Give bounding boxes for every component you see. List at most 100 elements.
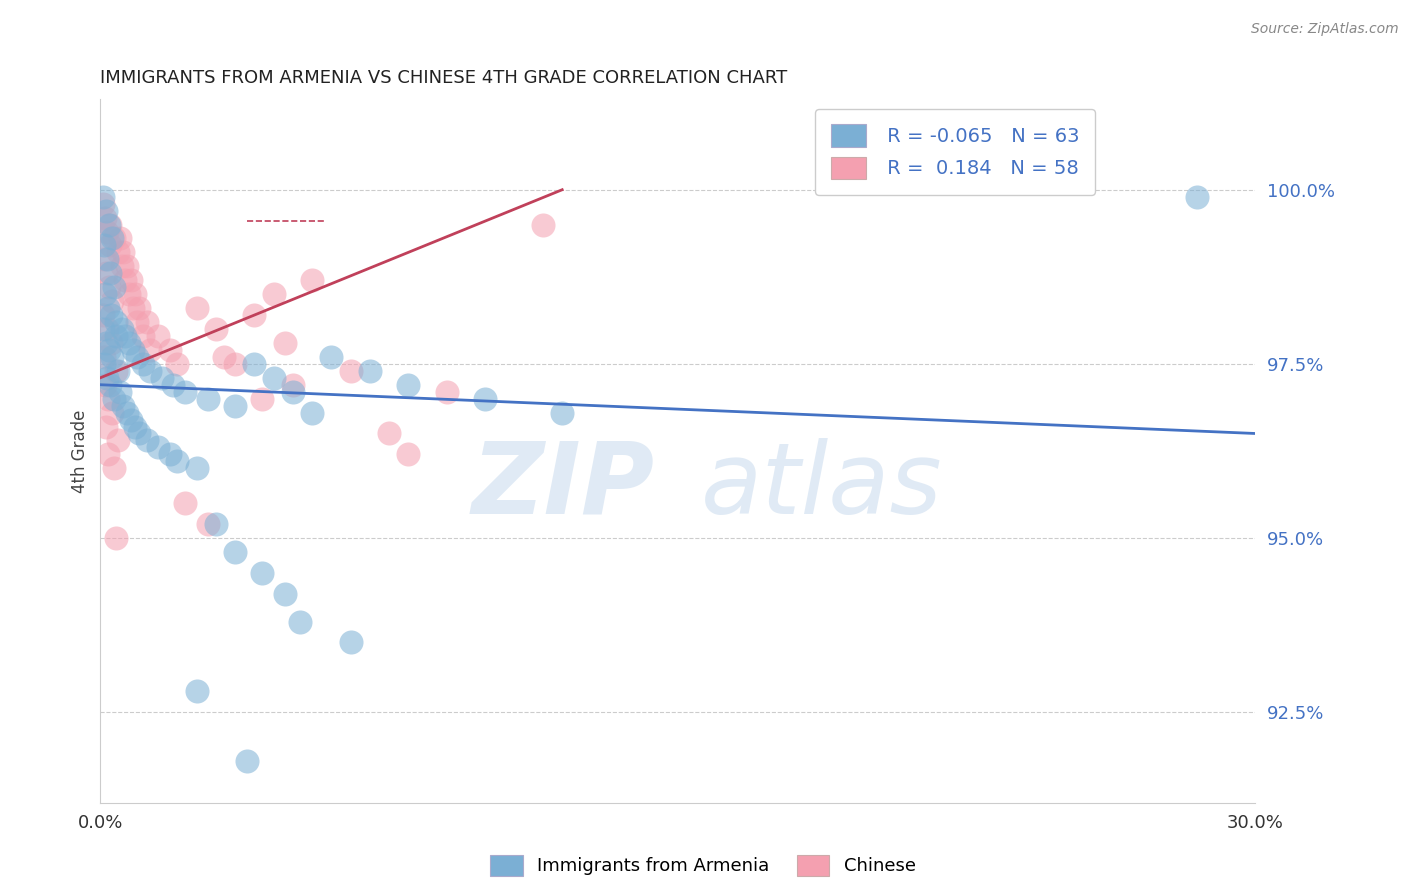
Point — [186, 461, 208, 475]
Point — [128, 301, 150, 315]
Point — [124, 287, 146, 301]
Point — [101, 294, 124, 309]
Point — [103, 392, 125, 406]
Point — [120, 273, 142, 287]
Point — [197, 392, 219, 406]
Point — [124, 419, 146, 434]
Point — [96, 322, 118, 336]
Point — [93, 308, 115, 322]
Point — [263, 371, 285, 385]
Point — [263, 287, 285, 301]
Point — [159, 447, 181, 461]
Point — [197, 516, 219, 531]
Point — [110, 322, 132, 336]
Point — [93, 350, 115, 364]
Point — [112, 399, 135, 413]
Point — [235, 754, 257, 768]
Point — [94, 211, 117, 225]
Point — [166, 454, 188, 468]
Point — [96, 371, 118, 385]
Legend: Immigrants from Armenia, Chinese: Immigrants from Armenia, Chinese — [484, 847, 922, 883]
Point — [301, 273, 323, 287]
Point — [146, 441, 169, 455]
Point — [94, 335, 117, 350]
Point — [436, 384, 458, 399]
Point — [97, 447, 120, 461]
Point — [1187, 190, 1209, 204]
Point — [301, 406, 323, 420]
Point — [204, 516, 226, 531]
Point — [101, 231, 124, 245]
Point — [93, 252, 115, 267]
Point — [108, 231, 131, 245]
Point — [98, 377, 121, 392]
Point — [118, 335, 141, 350]
Point — [186, 684, 208, 698]
Point — [122, 301, 145, 315]
Point — [101, 350, 124, 364]
Point — [174, 496, 197, 510]
Point — [97, 343, 120, 357]
Point — [135, 315, 157, 329]
Point — [131, 357, 153, 371]
Point — [107, 434, 129, 448]
Point — [104, 531, 127, 545]
Point — [474, 392, 496, 406]
Point — [339, 364, 361, 378]
Point — [98, 238, 121, 252]
Point — [224, 399, 246, 413]
Point — [551, 406, 574, 420]
Point — [117, 260, 139, 274]
Point — [378, 426, 401, 441]
Point — [98, 266, 121, 280]
Point — [94, 266, 117, 280]
Point — [139, 364, 162, 378]
Point — [94, 287, 117, 301]
Point — [103, 461, 125, 475]
Point — [186, 301, 208, 315]
Text: IMMIGRANTS FROM ARMENIA VS CHINESE 4TH GRADE CORRELATION CHART: IMMIGRANTS FROM ARMENIA VS CHINESE 4TH G… — [100, 69, 787, 87]
Point — [396, 447, 419, 461]
Point — [139, 343, 162, 357]
Point — [107, 245, 129, 260]
Text: ZIP: ZIP — [471, 438, 655, 534]
Point — [531, 218, 554, 232]
Point — [103, 231, 125, 245]
Point — [135, 434, 157, 448]
Text: Source: ZipAtlas.com: Source: ZipAtlas.com — [1251, 22, 1399, 37]
Point — [114, 329, 136, 343]
Point — [104, 364, 127, 378]
Point — [174, 384, 197, 399]
Point — [150, 371, 173, 385]
Point — [107, 364, 129, 378]
Point — [159, 343, 181, 357]
Point — [212, 350, 235, 364]
Point — [243, 308, 266, 322]
Point — [96, 252, 118, 267]
Point — [274, 587, 297, 601]
Point — [118, 287, 141, 301]
Point — [243, 357, 266, 371]
Point — [94, 377, 117, 392]
Text: atlas: atlas — [700, 438, 942, 534]
Point — [97, 218, 120, 232]
Point — [162, 377, 184, 392]
Point — [339, 635, 361, 649]
Point — [97, 392, 120, 406]
Point — [104, 315, 127, 329]
Point — [117, 406, 139, 420]
Point — [122, 343, 145, 357]
Point — [146, 329, 169, 343]
Point — [125, 315, 148, 329]
Point — [290, 615, 312, 629]
Point — [204, 322, 226, 336]
Point — [103, 280, 125, 294]
Point — [321, 350, 343, 364]
Point — [274, 335, 297, 350]
Point — [100, 335, 122, 350]
Point — [94, 419, 117, 434]
Point — [250, 392, 273, 406]
Point — [101, 406, 124, 420]
Point — [125, 350, 148, 364]
Point — [281, 384, 304, 399]
